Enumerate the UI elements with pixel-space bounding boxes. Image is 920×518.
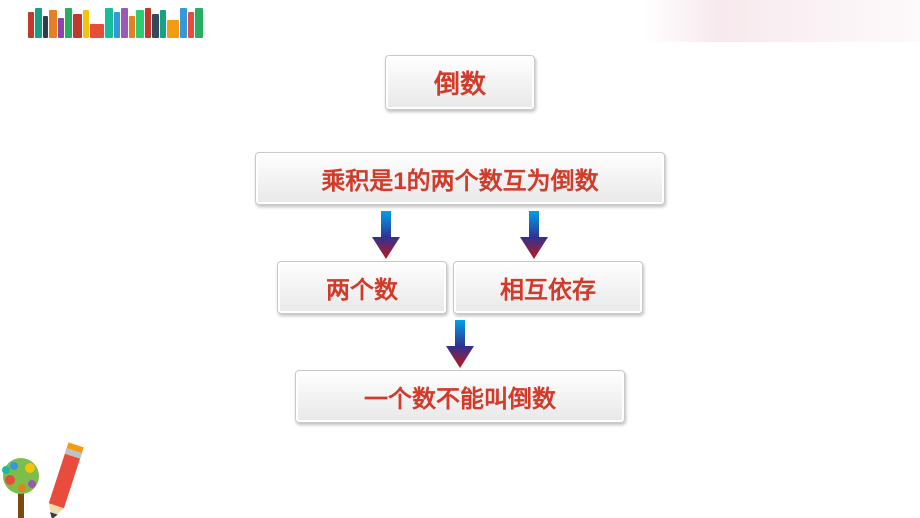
node-title: 倒数 (385, 55, 535, 110)
node-two-numbers: 两个数 (277, 261, 447, 314)
node-interdependent: 相互依存 (453, 261, 643, 314)
node-label: 相互依存 (500, 270, 596, 305)
arrow-down-icon (520, 211, 548, 259)
node-label: 一个数不能叫倒数 (364, 379, 556, 414)
node-pair-row: 两个数 相互依存 (277, 261, 643, 314)
arrow-down-icon (446, 320, 474, 368)
flowchart: 倒数 乘积是1的两个数互为倒数 两个数 相互依存 (0, 55, 920, 423)
node-label: 两个数 (326, 270, 398, 305)
bookshelf-icon (28, 2, 203, 38)
node-conclusion: 一个数不能叫倒数 (295, 370, 625, 423)
arrow-row (372, 211, 548, 259)
node-definition: 乘积是1的两个数互为倒数 (255, 152, 665, 205)
arrow-down-icon (372, 211, 400, 259)
node-label: 乘积是1的两个数互为倒数 (321, 161, 598, 196)
arrow-row (446, 320, 474, 368)
node-label: 倒数 (434, 64, 486, 101)
